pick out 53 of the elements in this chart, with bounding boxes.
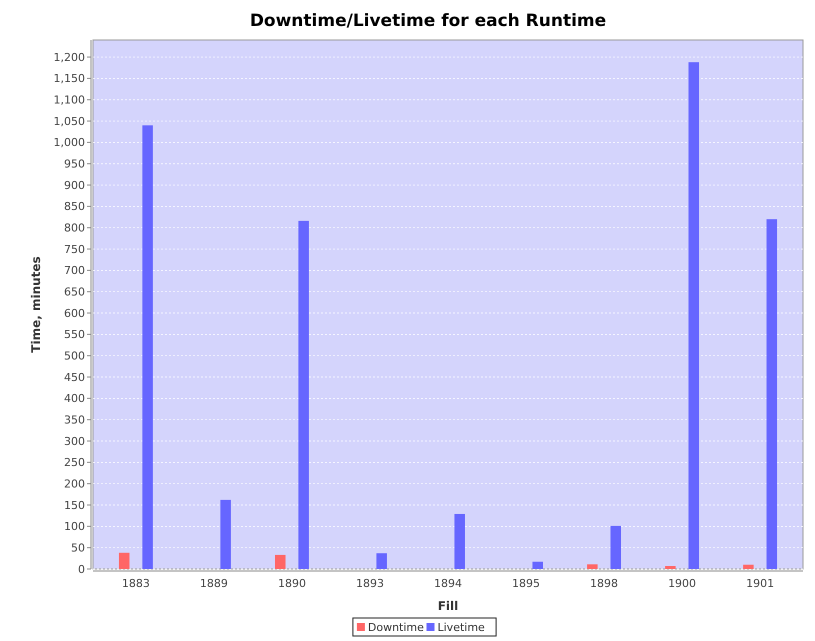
bar: [665, 566, 676, 569]
y-tick-label: 250: [64, 456, 85, 470]
x-tick-label: 1901: [746, 577, 774, 590]
y-tick-label: 300: [64, 434, 85, 448]
bar: [142, 125, 153, 569]
bar: [610, 526, 622, 569]
x-tick-label: 1895: [512, 577, 540, 590]
legend-label: Downtime: [368, 620, 424, 634]
y-tick-label: 950: [64, 158, 85, 171]
y-tick-label: 200: [64, 478, 85, 491]
y-tick-label: 1,100: [54, 94, 85, 107]
y-tick-label: 550: [64, 328, 85, 342]
bar: [298, 220, 309, 569]
x-tick-label: 1893: [356, 577, 384, 590]
y-tick-label: 400: [64, 392, 85, 406]
y-tick-label: 650: [64, 286, 85, 299]
y-tick-label: 350: [64, 414, 85, 427]
bar: [454, 514, 465, 569]
bar: [220, 500, 231, 569]
y-tick-label: 1,000: [54, 136, 85, 150]
bar: [766, 219, 778, 569]
y-tick-label: 100: [64, 520, 85, 534]
bar: [587, 564, 598, 569]
bar: [274, 554, 286, 569]
y-tick-label: 850: [64, 200, 85, 214]
y-tick-label: 750: [64, 242, 85, 256]
y-tick-label: 50: [71, 542, 85, 555]
y-tick-label: 500: [64, 350, 85, 363]
y-tick-label: 1,050: [54, 114, 85, 128]
bar: [532, 562, 543, 569]
y-tick-label: 1,150: [54, 72, 85, 86]
x-tick-label: 1894: [434, 577, 462, 590]
bar: [376, 553, 387, 569]
y-tick-label: 900: [64, 178, 85, 192]
bar: [118, 552, 130, 569]
chart-title: Downtime/Livetime for each Runtime: [250, 11, 606, 31]
x-tick-label: 1898: [590, 577, 618, 590]
y-tick-label: 700: [64, 264, 85, 278]
y-tick-label: 450: [64, 370, 85, 384]
y-tick-label: 800: [64, 222, 85, 235]
y-tick-label: 0: [78, 562, 85, 576]
x-tick-label: 1890: [278, 577, 306, 590]
y-tick-label: 150: [64, 498, 85, 512]
bar: [688, 62, 700, 569]
x-axis-title: Fill: [438, 599, 458, 613]
bar: [743, 564, 754, 569]
x-tick-label: 1883: [122, 577, 150, 590]
y-axis-title: Time, minutes: [29, 256, 43, 353]
y-tick-label: 600: [64, 306, 85, 320]
y-tick-label: 1,200: [54, 50, 85, 64]
x-tick-label: 1889: [200, 577, 228, 590]
legend-label: Livetime: [438, 620, 486, 634]
x-tick-label: 1900: [668, 577, 696, 590]
